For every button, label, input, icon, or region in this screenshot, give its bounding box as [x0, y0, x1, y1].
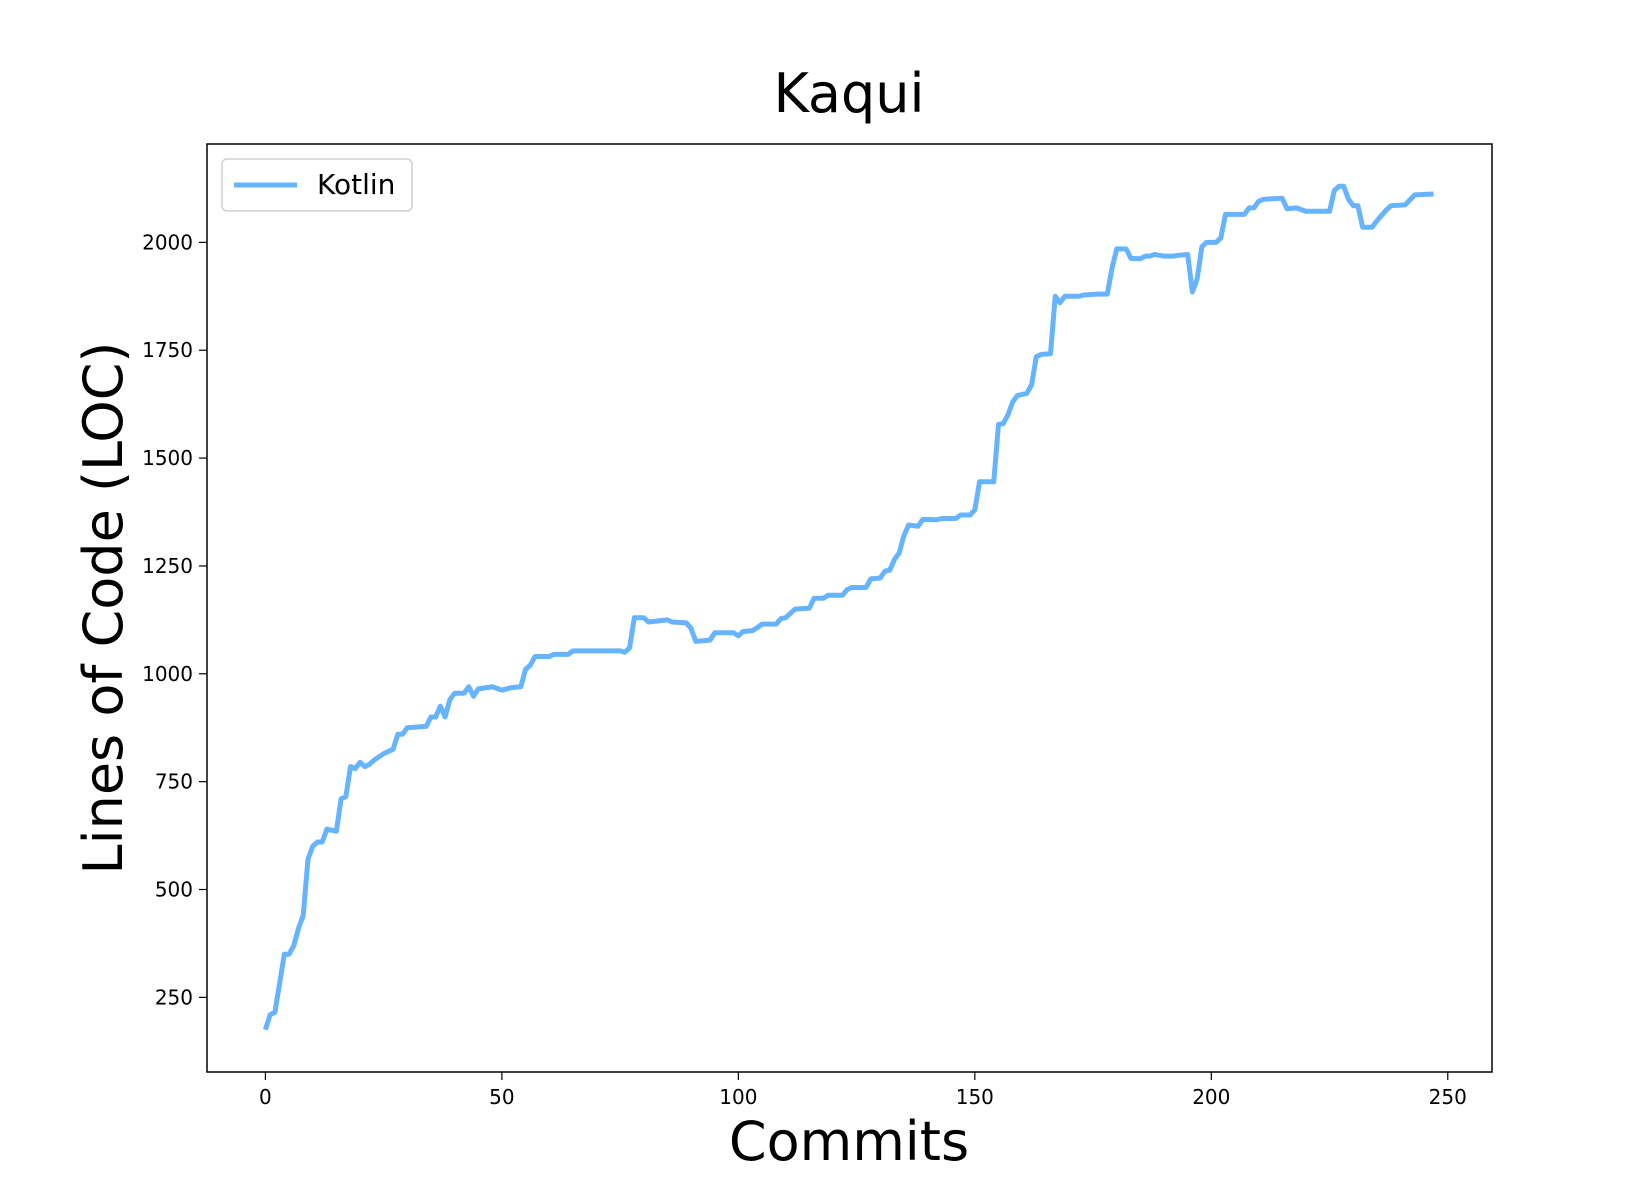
legend-box: [221, 158, 413, 212]
line-series: [263, 183, 1434, 1031]
y-tick-label: 1750: [142, 338, 193, 362]
plot-frame: [206, 143, 1493, 1073]
y-tick-label: 1250: [142, 554, 193, 578]
legend-label: Kotlin: [317, 168, 395, 201]
y-tick-label: 500: [155, 878, 193, 902]
chart-title: Kaqui: [773, 62, 924, 125]
x-tick-label: 50: [489, 1085, 514, 1109]
y-tick-label: 750: [155, 770, 193, 794]
y-tick-label: 2000: [142, 230, 193, 254]
y-tick-label: 1500: [142, 446, 193, 470]
y-axis-label: Lines of Code (LOC): [72, 342, 135, 875]
x-tick-label: 100: [719, 1085, 757, 1109]
x-tick-label: 150: [956, 1085, 994, 1109]
x-tick-label: 0: [259, 1085, 272, 1109]
x-tick-label: 200: [1192, 1085, 1230, 1109]
x-axis-label: Commits: [729, 1110, 969, 1173]
y-tick-label: 1000: [142, 662, 193, 686]
x-tick-label: 250: [1429, 1085, 1467, 1109]
y-tick-label: 250: [155, 985, 193, 1009]
